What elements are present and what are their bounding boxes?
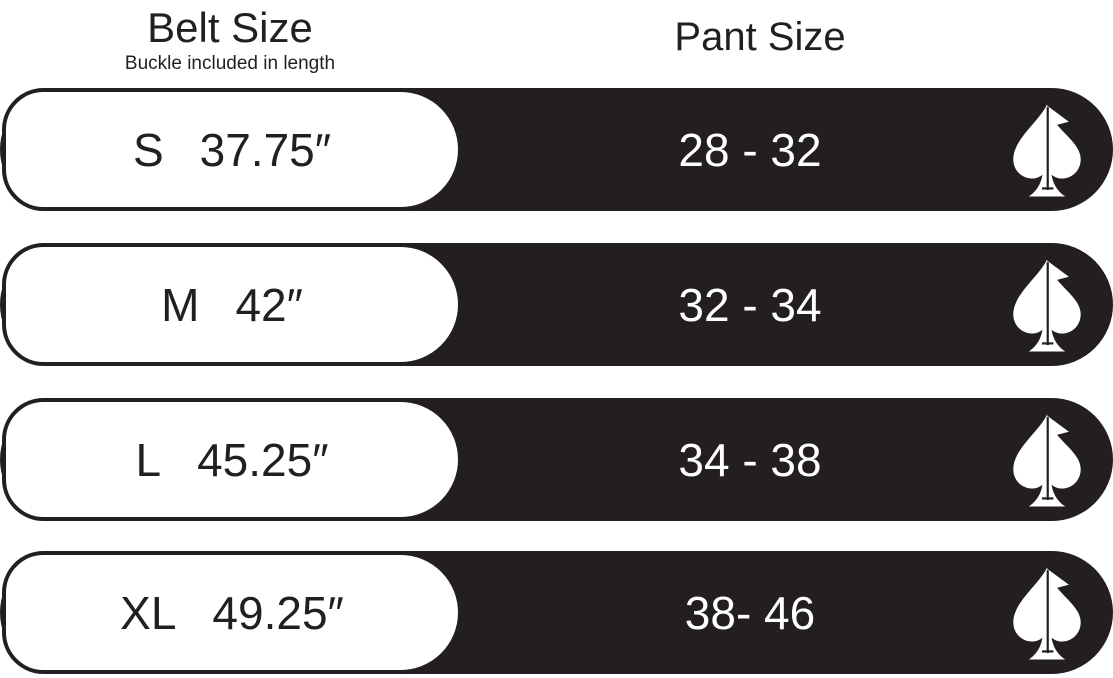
pant-size-header: Pant Size (674, 15, 846, 59)
spade-flag-icon (1003, 99, 1091, 201)
belt-size-subtitle: Buckle included in length (124, 53, 336, 74)
belt-size-label: S (132, 123, 164, 176)
spade-flag-icon (1003, 562, 1091, 664)
size-row-l: L 45.25″ 34 - 38 (0, 398, 1113, 521)
belt-size-label: L (135, 433, 162, 486)
pant-size-value: 28 - 32 (678, 123, 822, 176)
belt-length-value: 45.25″ (197, 433, 329, 486)
belt-size-label: M (161, 278, 200, 331)
pant-size-value: 34 - 38 (678, 433, 822, 486)
belt-size-label: XL (120, 586, 177, 639)
belt-length-value: 42″ (235, 278, 303, 331)
belt-size-pill: M 42″ (2, 243, 462, 366)
size-row-xl: XL 49.25″ 38- 46 (0, 551, 1113, 674)
pant-size-value: 32 - 34 (678, 278, 822, 331)
spade-flag-icon (1003, 254, 1091, 356)
belt-length-value: 37.75″ (199, 123, 332, 176)
belt-size-header: Belt Size Buckle included in length (0, 4, 460, 75)
spade-flag-icon (1003, 409, 1091, 511)
belt-size-pill: L 45.25″ (2, 398, 462, 521)
belt-length-value: 49.25″ (212, 586, 344, 639)
belt-size-pill: S 37.75″ (2, 88, 462, 211)
size-row-m: M 42″ 32 - 34 (0, 243, 1113, 366)
pant-size-value: 38- 46 (684, 586, 816, 639)
belt-size-title: Belt Size (147, 4, 313, 51)
belt-size-pill: XL 49.25″ (2, 551, 462, 674)
size-row-s: S 37.75″ 28 - 32 (0, 88, 1113, 211)
